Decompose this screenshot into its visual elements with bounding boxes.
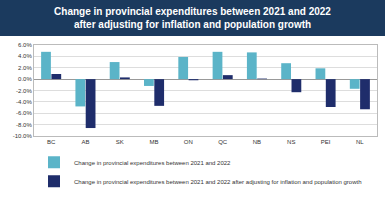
svg-text:-8.0%: -8.0% bbox=[16, 122, 32, 128]
svg-text:QC: QC bbox=[218, 139, 228, 145]
svg-text:AB: AB bbox=[81, 139, 89, 145]
svg-text:4.0%: 4.0% bbox=[18, 53, 32, 59]
svg-text:NL: NL bbox=[356, 139, 364, 145]
html-text:Change in provincial expenditu: Change in provincial expenditures betwee… bbox=[54, 6, 331, 17]
html-text:after adjusting for inflation: after adjusting for inflation and popula… bbox=[73, 19, 312, 30]
svg-text:0.0%: 0.0% bbox=[18, 76, 32, 82]
svg-text:-2.0%: -2.0% bbox=[16, 88, 32, 94]
svg-text:NS: NS bbox=[287, 139, 295, 145]
svg-text:6.0%: 6.0% bbox=[18, 42, 32, 48]
svg-text:PEI: PEI bbox=[321, 139, 331, 145]
svg-text:NB: NB bbox=[253, 139, 261, 145]
svg-text:BC: BC bbox=[47, 139, 56, 145]
svg-text:Change in provincial expenditu: Change in provincial expenditures betwee… bbox=[74, 160, 231, 166]
svg-text:-4.0%: -4.0% bbox=[16, 99, 32, 105]
svg-text:Change in provincial expenditu: Change in provincial expenditures betwee… bbox=[74, 179, 362, 185]
svg-text:MB: MB bbox=[150, 139, 159, 145]
svg-text:-6.0%: -6.0% bbox=[16, 110, 32, 116]
svg-text:SK: SK bbox=[116, 139, 124, 145]
svg-text:2.0%: 2.0% bbox=[18, 65, 32, 71]
svg-text:-10.0%: -10.0% bbox=[13, 133, 33, 139]
svg-text:ON: ON bbox=[184, 139, 193, 145]
